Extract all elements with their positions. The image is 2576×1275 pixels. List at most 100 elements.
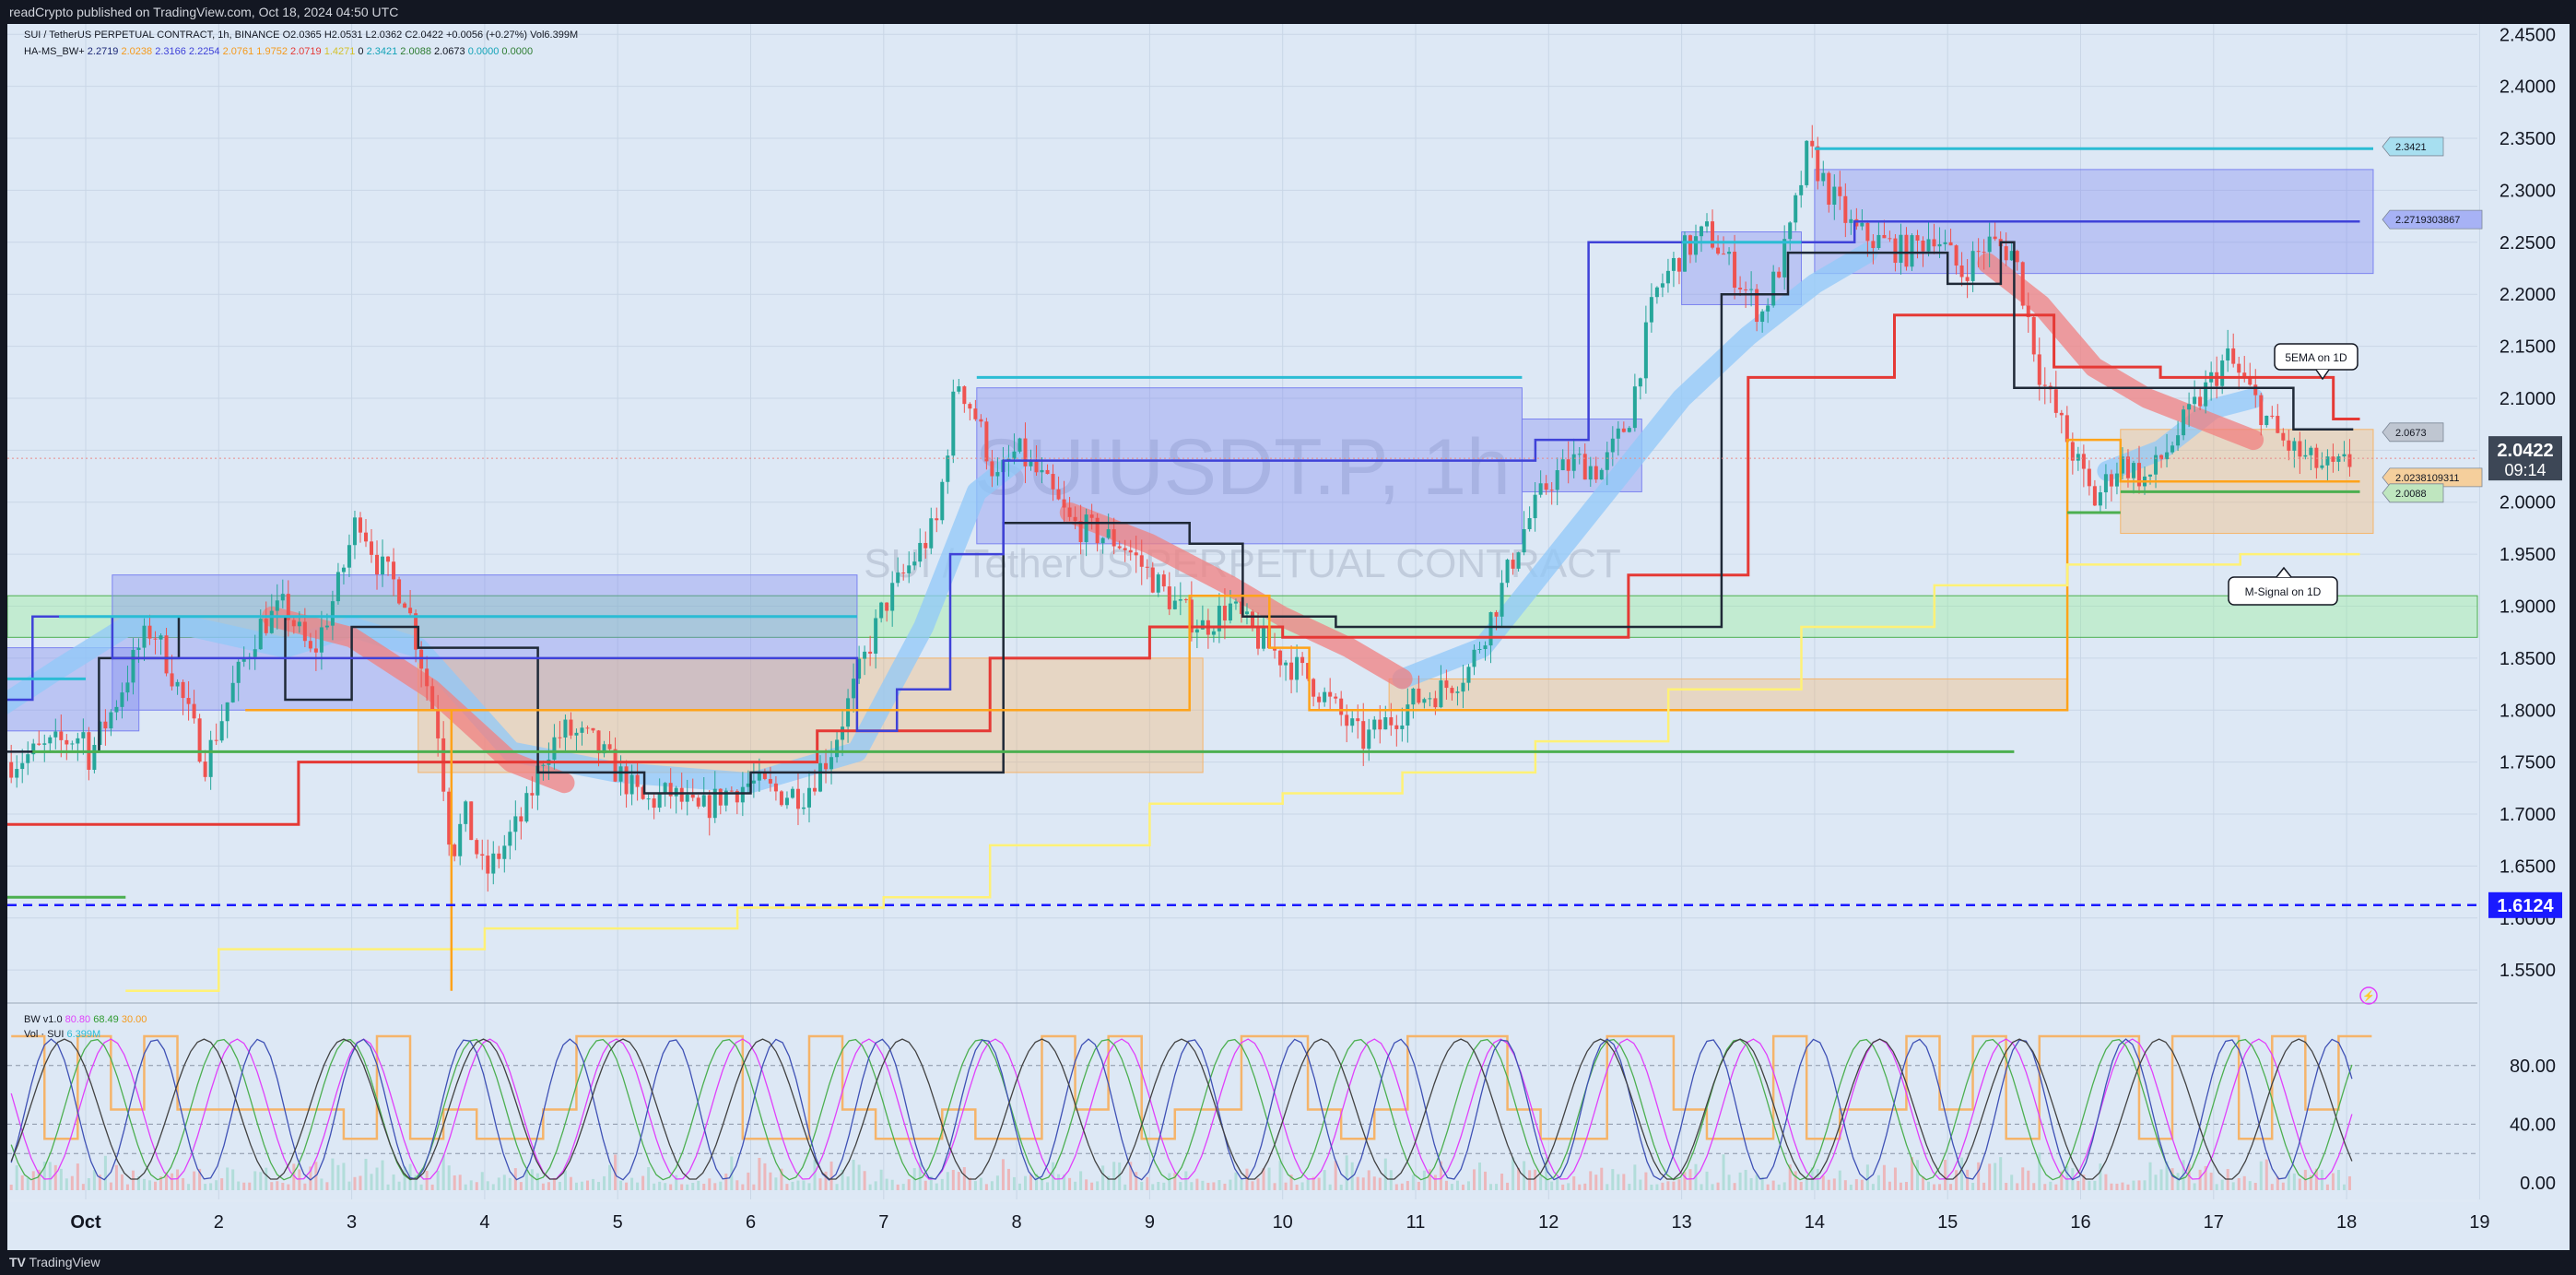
indicator-line	[0, 313, 2360, 826]
volume-bar	[1184, 1171, 1188, 1190]
volume-bar	[675, 1175, 678, 1190]
candle-body	[2114, 473, 2119, 487]
volume-bar	[1922, 1176, 1925, 1190]
time-tick-label: 3	[347, 1212, 357, 1233]
legend-ha-ms-row[interactable]: HA-MS_BW+ 2.2719 2.0238 2.3166 2.2254 2.…	[24, 46, 533, 57]
price-axis[interactable]: 2.4500 2.4000 2.3500 2.3000 2.2500 2.2000 2.15…	[2488, 25, 2562, 981]
volume-bar	[1162, 1182, 1166, 1190]
candle-body	[2076, 454, 2080, 461]
volume-bar	[2187, 1163, 2191, 1190]
volume-bar	[1777, 1184, 1781, 1190]
price-axis-bg	[2477, 24, 2570, 1250]
time-tick-label: Oct	[70, 1212, 101, 1233]
volume-bar	[1999, 1157, 2003, 1190]
volume-bar	[2270, 1184, 2274, 1190]
line-tags: 2.3421 2.2719303867 2.0673 2.0238109311 2.00…	[2382, 136, 2483, 503]
candle-body	[1422, 699, 1427, 703]
chart-frame[interactable]: SUIUSDT.P, 1h SUI / TetherUS PERPETUAL C…	[0, 24, 2570, 1250]
volume-bar	[430, 1184, 434, 1190]
volume-bar	[1711, 1184, 1714, 1190]
volume-bar	[325, 1182, 329, 1190]
candle-body	[1250, 611, 1254, 629]
volume-bar	[125, 1184, 129, 1190]
legend-ha-ms-value: 2.0673	[430, 46, 465, 57]
volume-bar	[990, 1181, 994, 1190]
volume-bar	[491, 1184, 495, 1190]
volume-bar	[1495, 1184, 1499, 1190]
candle-body	[1439, 680, 1443, 708]
candle-body	[1838, 186, 1842, 196]
candle-body	[2204, 382, 2208, 407]
price-tick-label: 1.8500	[2500, 649, 2556, 669]
candle-body	[1560, 459, 1565, 471]
candle-body	[1733, 252, 1737, 289]
volume-bar	[1135, 1172, 1138, 1190]
candle-body	[1367, 729, 1371, 750]
volume-bar	[1489, 1184, 1493, 1190]
volume-bar	[42, 1161, 46, 1190]
volume-bar	[1118, 1162, 1122, 1190]
candle-body	[1854, 218, 1859, 227]
volume-bar	[1017, 1183, 1021, 1190]
msignal-callout: M-Signal on 1D	[2228, 566, 2338, 606]
volume-bar	[2110, 1183, 2113, 1190]
volume-bar	[287, 1184, 290, 1190]
volume-bar	[1201, 1180, 1205, 1190]
volume-bar	[182, 1177, 185, 1190]
volume-bar	[2325, 1184, 2329, 1190]
legend-symbol-row[interactable]: SUI / TetherUS PERPETUAL CONTRACT, 1h, B…	[24, 30, 578, 41]
volume-bar	[802, 1180, 806, 1190]
volume-bar	[1389, 1170, 1393, 1190]
volume-bar	[1611, 1169, 1615, 1190]
legend-bw-row[interactable]: BW v1.0 80.80 68.49 30.00	[24, 1014, 147, 1025]
candle-body	[1244, 611, 1249, 615]
price-tick-label: 2.4000	[2500, 77, 2556, 98]
volume-bar	[1107, 1175, 1111, 1190]
candle-body	[2165, 452, 2170, 460]
legend-change: +0.0056 (+0.27%)	[446, 30, 528, 41]
candle-body	[170, 673, 174, 687]
candle-body	[1682, 235, 1687, 272]
osc-tick-label: 0.00	[2520, 1174, 2556, 1194]
time-tick-label: 2	[214, 1212, 224, 1233]
volume-bar	[397, 1181, 401, 1190]
volume-bar	[1068, 1177, 1072, 1190]
volume-bar	[1511, 1157, 1515, 1190]
candle-body	[2125, 456, 2130, 478]
volume-bar	[724, 1173, 728, 1190]
candle-body	[979, 419, 983, 422]
volume-bar	[1899, 1182, 1902, 1190]
legend-vol-row[interactable]: Vol · SUI 6.399M	[24, 1029, 100, 1040]
volume-bar	[1361, 1177, 1365, 1190]
volume-bar	[758, 1157, 761, 1190]
candle-body	[341, 567, 346, 573]
candle-body	[159, 635, 163, 640]
volume-bar	[1251, 1181, 1254, 1190]
volume-bar	[1123, 1184, 1127, 1190]
legend-vol-value: 6.399M	[66, 1029, 101, 1040]
candle-body	[535, 765, 540, 796]
volume-bar	[1262, 1168, 1265, 1190]
chart-svg[interactable]: SUIUSDT.P, 1h SUI / TetherUS PERPETUAL C…	[0, 24, 2570, 1250]
lightning-icon[interactable]: ⚡	[2359, 986, 2378, 1005]
volume-bar	[298, 1169, 301, 1190]
candle-body	[846, 698, 851, 727]
volume-bar	[785, 1184, 789, 1190]
volume-bar	[1971, 1182, 1975, 1190]
volume-bar	[636, 1182, 640, 1190]
volume-bar	[1140, 1182, 1144, 1190]
volume-bar	[708, 1178, 712, 1190]
volume-bar	[1212, 1182, 1216, 1190]
price-pane-bg	[7, 24, 2477, 1001]
candle-body	[236, 661, 241, 683]
candle-body	[1406, 704, 1410, 726]
tradingview-logo-icon[interactable]: TV	[9, 1255, 26, 1269]
volume-bar	[103, 1155, 107, 1190]
volume-bar	[2076, 1181, 2080, 1190]
time-axis[interactable]: Oct 2 3 4 5 6 7 8 9 10 11 12 13 14 15 16 17 18 19	[7, 1202, 2570, 1250]
volume-bar	[1876, 1175, 1880, 1190]
volume-bar	[2082, 1175, 2086, 1190]
volume-bar	[1129, 1162, 1133, 1190]
candle-body	[984, 421, 989, 462]
volume-bar	[2170, 1168, 2174, 1190]
